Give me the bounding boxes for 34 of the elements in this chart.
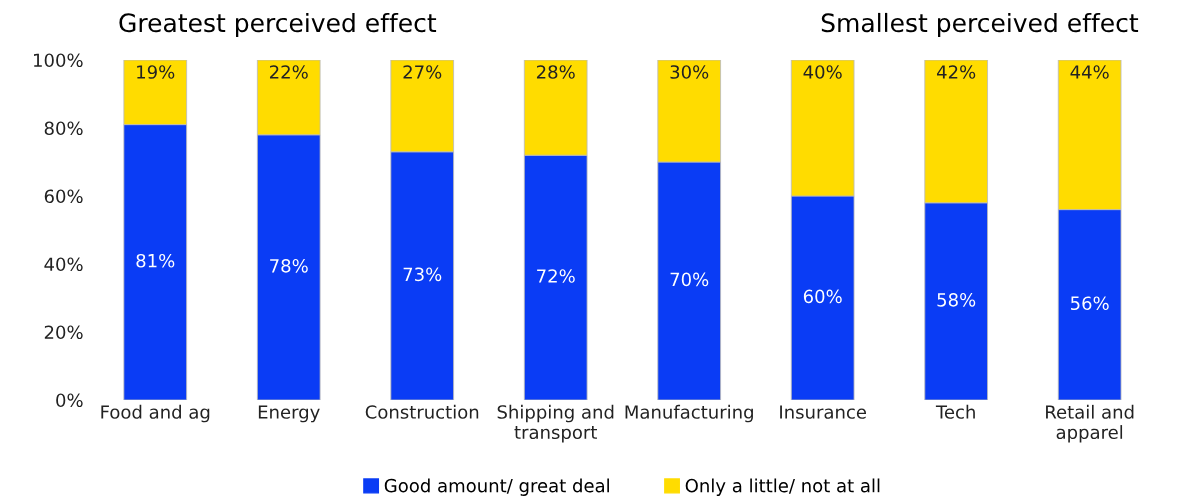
y-tick-label: 100% (34, 53, 83, 68)
y-tick-label: 40% (44, 257, 83, 272)
text: 60% (803, 289, 842, 304)
text: 58% (937, 292, 976, 307)
text: 56% (1070, 296, 1109, 311)
x-tick-label: Tech (935, 404, 975, 419)
legend-label: Only a little/ not at all (685, 478, 880, 496)
x-tick-label: Construction (365, 404, 479, 419)
text: 81% (136, 253, 175, 268)
text: 28% (536, 65, 575, 79)
text: 19% (137, 65, 175, 79)
x-tick-label: Manufacturing (625, 404, 753, 423)
y-tick-label: 60% (44, 189, 83, 204)
x-tick-label: Food and ag (101, 404, 210, 423)
x-tick-label: Energy (258, 405, 320, 423)
text: Smallest perceived effect (821, 12, 1139, 38)
text: 42% (936, 65, 976, 79)
x-tick-label: Retail and apparel (1046, 404, 1134, 443)
text: 72% (537, 269, 575, 283)
text: 70% (670, 272, 709, 287)
text: 30% (670, 65, 709, 79)
y-tick-label: 80% (44, 121, 83, 136)
text: 73% (403, 267, 442, 282)
y-tick-label: 0% (56, 393, 83, 408)
legend-label: Good amount/ great deal (384, 478, 609, 496)
text: Greatest perceived effect (119, 12, 437, 38)
x-tick-label: Insurance (780, 405, 867, 419)
text: 22% (269, 65, 308, 79)
text: 27% (403, 65, 442, 79)
text: 44% (1070, 65, 1109, 79)
y-tick-label: 20% (44, 325, 83, 340)
x-tick-label: Shipping and transport (497, 404, 614, 443)
text: 78% (270, 258, 308, 273)
text: 40% (803, 65, 842, 79)
